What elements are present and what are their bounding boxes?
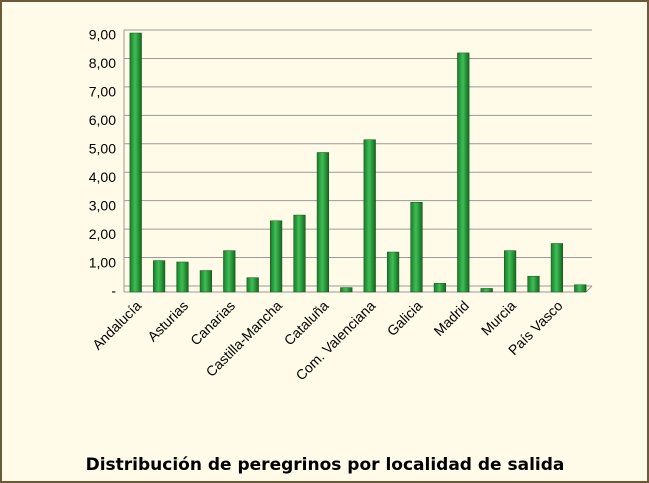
y-tick-label: 1,00 [89,254,116,270]
bar [527,275,540,293]
y-tick-label: 3,00 [89,197,116,213]
bar [410,201,423,293]
y-tick-label: 7,00 [89,84,116,100]
y-tick-label: 4,00 [89,169,116,185]
bar [316,152,329,293]
bar [387,251,400,293]
bar [293,214,306,293]
bar [176,261,189,293]
bar [457,52,470,293]
y-tick-label: 8,00 [89,55,116,71]
bar [246,277,259,293]
bar [129,32,142,293]
y-tick-label: 6,00 [89,112,116,128]
bar [270,220,283,293]
y-tick-label: 5,00 [89,140,116,156]
y-tick-label: 2,00 [89,226,116,242]
chart-title: Distribución de peregrinos por localidad… [86,455,565,475]
y-tick-label: 9,00 [89,27,116,43]
bar [550,243,563,293]
bar [340,287,353,293]
bar [199,270,213,293]
floor-edge [585,285,593,293]
bar [480,288,493,293]
y-tick-label: - [111,283,116,299]
bar [433,283,446,293]
bar [223,250,236,293]
bar [153,260,166,293]
bar [504,250,517,293]
bar [574,284,587,293]
bar [363,139,376,293]
